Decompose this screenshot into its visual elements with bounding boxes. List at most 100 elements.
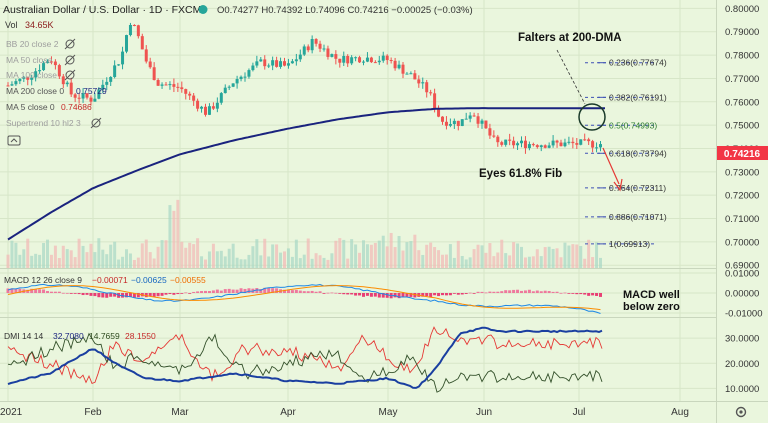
macd-histogram-bar bbox=[286, 289, 290, 293]
macd-histogram-bar bbox=[156, 293, 160, 297]
candle-body bbox=[81, 93, 85, 99]
macd-histogram-bar bbox=[547, 291, 551, 293]
annotation-macd-2: below zero bbox=[623, 301, 680, 313]
volume-bar bbox=[334, 240, 338, 268]
candle-body bbox=[595, 147, 599, 149]
macd-histogram-bar bbox=[160, 293, 164, 296]
volume-bar bbox=[211, 243, 215, 268]
volume-bar bbox=[433, 247, 437, 268]
macd-histogram-bar bbox=[26, 289, 30, 293]
macd-histogram-bar bbox=[520, 290, 523, 293]
volume-bar bbox=[140, 243, 144, 268]
volume-bar bbox=[587, 239, 591, 268]
macd-histogram-bar bbox=[215, 289, 219, 293]
macd-histogram-bar bbox=[239, 288, 243, 293]
candle-body bbox=[413, 73, 417, 80]
fib-label: 1(0.69913) bbox=[609, 239, 650, 249]
indicator-ma100-label[interactable]: MA 100 close bbox=[6, 70, 57, 80]
candle-body bbox=[259, 59, 263, 62]
candle-body bbox=[563, 142, 567, 147]
dmi-label[interactable]: DMI 14 14 bbox=[4, 331, 43, 341]
macd-histogram-bar bbox=[484, 292, 488, 294]
indicator-ma50-label[interactable]: MA 50 close bbox=[6, 55, 53, 65]
indicator-legend: BB 20 close 2 MA 50 close MA 100 close M… bbox=[6, 38, 107, 146]
indicator-ma200-label[interactable]: MA 200 close 0 bbox=[6, 86, 64, 96]
macd-histogram-bar bbox=[267, 287, 271, 293]
eye-hidden-icon[interactable] bbox=[64, 38, 102, 129]
macd-histogram-bar bbox=[211, 290, 215, 293]
dmi-tick-label: 20.0000 bbox=[725, 359, 759, 370]
volume-bar bbox=[38, 254, 42, 268]
time-tick-label: Jul bbox=[573, 407, 586, 418]
fib-label: 0.236(0.77674) bbox=[609, 58, 667, 68]
axes: 0.80000 0.79000 0.78000 0.77000 0.76000 0.750… bbox=[0, 4, 763, 418]
candle-body bbox=[53, 61, 57, 66]
candle-body bbox=[496, 136, 500, 143]
volume-bar bbox=[101, 249, 105, 268]
candle-body bbox=[105, 81, 109, 85]
candle-body bbox=[113, 65, 117, 78]
volume-bar bbox=[271, 244, 275, 268]
collapse-legend-icon[interactable] bbox=[7, 135, 21, 146]
falter-pointer bbox=[556, 49, 586, 105]
macd-histogram-bar bbox=[6, 288, 10, 293]
gear-icon[interactable] bbox=[735, 406, 747, 418]
volume-bar bbox=[599, 257, 602, 268]
candle-body bbox=[326, 48, 330, 57]
volume-bar bbox=[583, 258, 587, 268]
candle-body bbox=[441, 116, 444, 122]
volume-bar bbox=[97, 238, 101, 268]
volume-bar bbox=[81, 245, 85, 268]
candles bbox=[6, 22, 602, 154]
volume-bar bbox=[196, 238, 200, 268]
macd-histogram-bar bbox=[196, 291, 200, 293]
macd-histogram-bar bbox=[523, 290, 527, 293]
symbol-title[interactable]: Australian Dollar / U.S. Dollar · 1D · F… bbox=[3, 4, 201, 16]
price-tick-label: 0.76000 bbox=[725, 97, 759, 108]
macd-histogram-bar bbox=[441, 293, 444, 296]
fib-levels: 0.236(0.77674) 0.382(0.76191) 0.5(0.74993)… bbox=[585, 58, 667, 249]
volume-bar bbox=[362, 240, 365, 268]
macd-histogram-bar bbox=[97, 293, 101, 298]
macd-histogram-bar bbox=[109, 293, 113, 297]
volume-bar bbox=[279, 252, 283, 268]
candle-body bbox=[460, 119, 464, 127]
macd-label[interactable]: MACD 12 26 close 9 bbox=[4, 275, 82, 285]
volume-bar bbox=[413, 234, 417, 268]
candle-body bbox=[599, 144, 602, 148]
macd-histogram-bar bbox=[49, 291, 53, 293]
candle-body bbox=[571, 141, 575, 144]
volume-bar bbox=[192, 244, 196, 268]
candle-body bbox=[251, 65, 255, 71]
volume-bar bbox=[184, 247, 188, 268]
indicator-supertrend-label[interactable]: Supertrend 10 hl2 3 bbox=[6, 118, 81, 128]
candle-body bbox=[180, 87, 184, 90]
candle-body bbox=[468, 115, 472, 119]
dmi-tick-label: 10.0000 bbox=[725, 384, 759, 395]
volume-bar bbox=[243, 259, 247, 268]
volume-bar bbox=[223, 256, 227, 268]
volume-bar bbox=[136, 257, 140, 268]
candle-body bbox=[448, 124, 452, 126]
macd-histogram-bar bbox=[492, 291, 496, 293]
macd-histogram-bar bbox=[587, 293, 591, 296]
macd-histogram-bar bbox=[136, 293, 140, 298]
macd-histogram-bar bbox=[290, 290, 294, 293]
macd-histogram-bar bbox=[401, 293, 405, 298]
indicator-ma5-label[interactable]: MA 5 close 0 bbox=[6, 102, 55, 112]
macd-histogram-bar bbox=[595, 293, 599, 296]
candle-body bbox=[551, 140, 555, 146]
macd-histogram-bar bbox=[38, 289, 42, 293]
macd-histogram-bar bbox=[571, 293, 575, 294]
macd-histogram-bar bbox=[496, 291, 500, 293]
candle-body bbox=[231, 83, 235, 87]
volume-bar bbox=[30, 255, 34, 268]
macd-histogram-bar bbox=[369, 293, 373, 297]
volume-bar bbox=[346, 258, 350, 268]
macd-histogram-bar bbox=[294, 289, 298, 293]
indicator-bb-label[interactable]: BB 20 close 2 bbox=[6, 39, 59, 49]
volume-bar bbox=[409, 241, 413, 268]
macd-histogram-bar bbox=[314, 291, 318, 293]
candle-body bbox=[184, 89, 188, 94]
